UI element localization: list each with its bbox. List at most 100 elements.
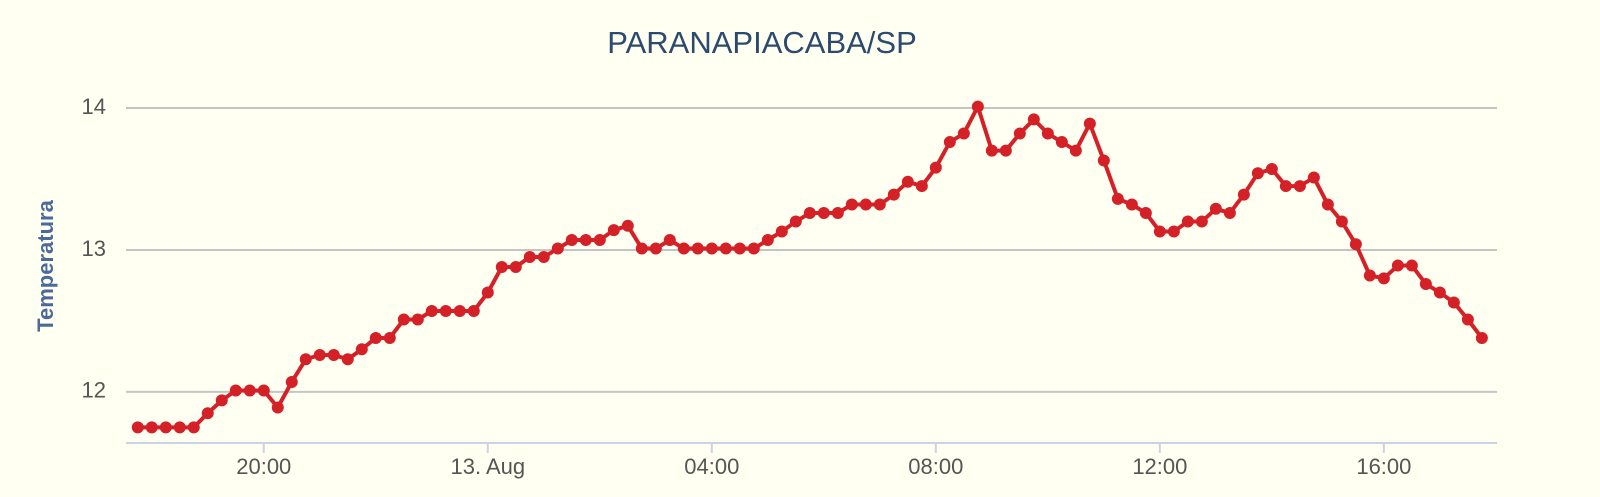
- point: [733, 242, 746, 255]
- point: [285, 375, 298, 388]
- point: [551, 242, 564, 255]
- y-tick-label: 14: [82, 94, 106, 119]
- point: [887, 188, 900, 201]
- point: [747, 242, 760, 255]
- point: [1293, 180, 1306, 193]
- point: [187, 421, 200, 434]
- y-axis-label: Temperatura: [33, 199, 58, 331]
- point: [1279, 180, 1292, 193]
- x-tick-label: 16:00: [1356, 454, 1411, 479]
- point: [943, 136, 956, 149]
- point: [1055, 136, 1068, 149]
- point: [845, 198, 858, 211]
- point: [873, 198, 886, 211]
- point: [1069, 144, 1082, 157]
- point: [761, 234, 774, 247]
- point: [397, 313, 410, 326]
- point: [677, 242, 690, 255]
- point: [159, 421, 172, 434]
- point: [1363, 269, 1376, 282]
- point: [1041, 127, 1054, 140]
- point: [495, 260, 508, 273]
- point: [831, 207, 844, 220]
- point: [1433, 286, 1446, 299]
- point: [1475, 331, 1488, 344]
- point: [1083, 117, 1096, 130]
- point: [467, 304, 480, 317]
- x-tick-label: 20:00: [236, 454, 291, 479]
- point: [327, 348, 340, 361]
- point: [691, 242, 704, 255]
- point: [1377, 272, 1390, 285]
- point: [901, 175, 914, 188]
- point: [1195, 215, 1208, 228]
- point: [131, 421, 144, 434]
- point: [803, 207, 816, 220]
- point: [341, 353, 354, 366]
- point: [215, 394, 228, 407]
- point: [593, 234, 606, 247]
- point: [929, 161, 942, 174]
- point: [621, 219, 634, 232]
- point: [383, 331, 396, 344]
- point: [1419, 278, 1432, 291]
- point: [915, 180, 928, 193]
- point: [1349, 238, 1362, 251]
- point: [453, 304, 466, 317]
- x-tick-label: 12:00: [1132, 454, 1187, 479]
- point: [411, 313, 424, 326]
- point: [579, 234, 592, 247]
- point: [775, 225, 788, 238]
- x-tick-label: 04:00: [684, 454, 739, 479]
- point: [439, 304, 452, 317]
- point: [1027, 113, 1040, 126]
- point: [145, 421, 158, 434]
- point: [1461, 313, 1474, 326]
- point: [607, 224, 620, 237]
- point: [1111, 192, 1124, 205]
- point: [523, 251, 536, 264]
- point: [1265, 163, 1278, 176]
- point: [1209, 202, 1222, 215]
- point: [299, 353, 312, 366]
- point: [313, 348, 326, 361]
- point: [1181, 215, 1194, 228]
- point: [705, 242, 718, 255]
- point: [355, 343, 368, 356]
- point: [1125, 198, 1138, 211]
- point: [1167, 225, 1180, 238]
- point: [1223, 207, 1236, 220]
- y-tick-label: 12: [82, 378, 106, 403]
- point: [635, 242, 648, 255]
- point: [971, 100, 984, 113]
- point: [817, 207, 830, 220]
- point: [1153, 225, 1166, 238]
- point: [1447, 296, 1460, 309]
- chart-title: PARANAPIACABA/SP: [607, 25, 917, 60]
- line: [137, 104, 1484, 430]
- point: [509, 260, 522, 273]
- point: [1251, 167, 1264, 180]
- point: [859, 198, 872, 211]
- point: [1237, 188, 1250, 201]
- point: [173, 421, 186, 434]
- point: [649, 242, 662, 255]
- point: [719, 242, 732, 255]
- point: [1391, 259, 1404, 272]
- point: [243, 384, 256, 397]
- point: [1139, 207, 1152, 220]
- x-tick-label: 13. Aug: [450, 454, 525, 479]
- point: [1321, 198, 1334, 211]
- point: [789, 215, 802, 228]
- point: [537, 251, 550, 264]
- point: [425, 304, 438, 317]
- point: [985, 144, 998, 157]
- point: [229, 384, 242, 397]
- point: [957, 127, 970, 140]
- y-tick-label: 13: [82, 236, 106, 261]
- point: [1013, 127, 1026, 140]
- point: [565, 234, 578, 247]
- point: [257, 384, 270, 397]
